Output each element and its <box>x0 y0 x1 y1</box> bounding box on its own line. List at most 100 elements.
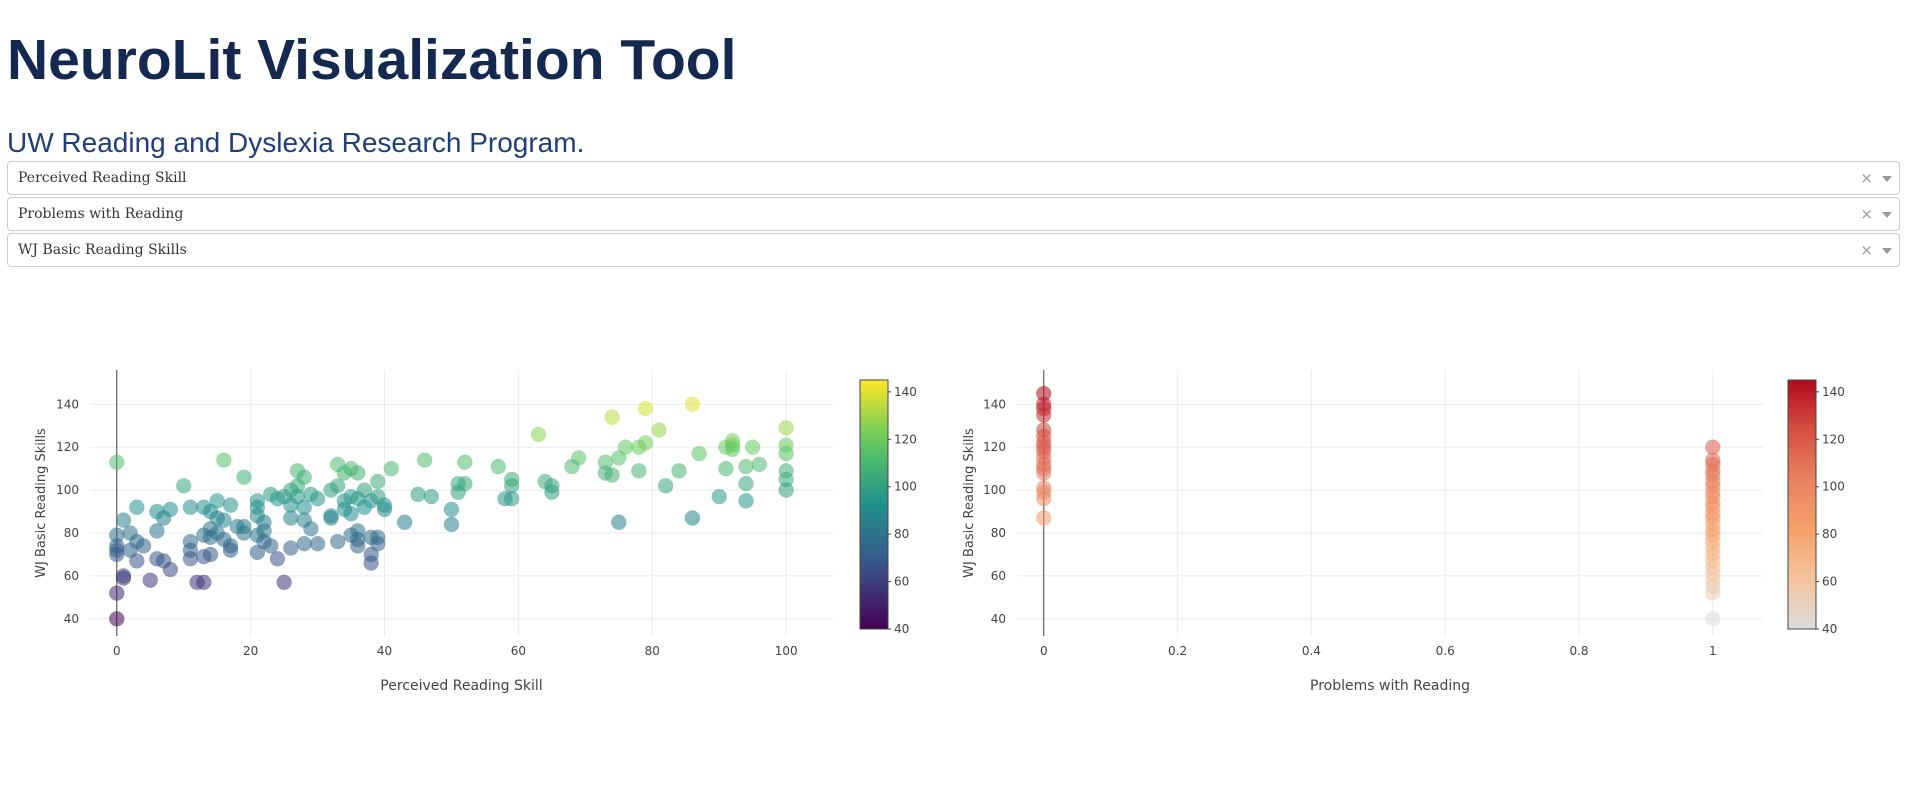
data-point[interactable] <box>1705 585 1721 601</box>
second-x-axis-dropdown[interactable]: Problems with Reading × <box>7 197 1900 231</box>
data-point[interactable] <box>718 460 734 477</box>
data-point[interactable] <box>376 501 393 518</box>
data-point[interactable] <box>1036 465 1052 481</box>
data-point[interactable] <box>309 490 326 507</box>
data-point[interactable] <box>296 536 312 552</box>
data-point[interactable] <box>1705 611 1721 627</box>
data-point[interactable] <box>109 585 125 601</box>
data-point[interactable] <box>109 611 125 627</box>
data-point[interactable] <box>410 486 426 503</box>
data-point[interactable] <box>544 484 560 501</box>
data-point[interactable] <box>604 409 620 425</box>
data-point[interactable] <box>684 396 701 413</box>
data-point[interactable] <box>1036 490 1052 507</box>
data-point[interactable] <box>778 482 794 498</box>
data-point[interactable] <box>778 420 794 436</box>
data-point[interactable] <box>637 435 654 451</box>
data-point[interactable] <box>637 400 654 417</box>
data-point[interactable] <box>423 488 440 505</box>
data-point[interactable] <box>196 574 212 591</box>
x-axis-dropdown[interactable]: Perceived Reading Skill × <box>7 161 1900 195</box>
data-point[interactable] <box>1036 510 1052 526</box>
data-point[interactable] <box>383 460 399 477</box>
data-point[interactable] <box>276 574 292 591</box>
data-point[interactable] <box>671 463 687 479</box>
data-point[interactable] <box>135 538 152 554</box>
scatter-plot-perceived-skill[interactable]: 0 20 40 60 80 100 40 60 80 100 120 140 Perceived Rea… <box>0 360 950 720</box>
clear-icon[interactable]: × <box>1860 241 1873 259</box>
data-point[interactable] <box>370 473 386 490</box>
data-point[interactable] <box>283 540 299 556</box>
data-point[interactable] <box>457 454 473 470</box>
data-point[interactable] <box>349 465 366 481</box>
data-point[interactable] <box>262 538 279 554</box>
data-point[interactable] <box>149 523 165 539</box>
data-point[interactable] <box>283 510 299 526</box>
data-point[interactable] <box>1036 407 1052 423</box>
data-point[interactable] <box>343 505 359 522</box>
data-point[interactable] <box>323 510 339 526</box>
data-point[interactable] <box>631 463 647 479</box>
data-point[interactable] <box>182 551 199 567</box>
data-point[interactable] <box>329 478 346 494</box>
data-point[interactable] <box>711 488 727 505</box>
data-point[interactable] <box>443 501 460 518</box>
data-point[interactable] <box>370 536 386 552</box>
data-point[interactable] <box>109 454 125 470</box>
data-point[interactable] <box>751 456 768 473</box>
data-point[interactable] <box>162 561 179 578</box>
data-point[interactable] <box>617 439 634 455</box>
data-point[interactable] <box>570 450 587 466</box>
data-point[interactable] <box>349 538 366 554</box>
data-point[interactable] <box>129 499 145 516</box>
data-point[interactable] <box>129 553 145 569</box>
data-point[interactable] <box>303 520 319 537</box>
data-point[interactable] <box>457 475 473 492</box>
data-point[interactable] <box>443 516 460 533</box>
data-point[interactable] <box>309 536 326 552</box>
data-point[interactable] <box>490 458 507 475</box>
data-point[interactable] <box>209 493 225 509</box>
data-point[interactable] <box>691 445 707 462</box>
data-point[interactable] <box>611 514 627 531</box>
data-point[interactable] <box>416 452 433 468</box>
data-point[interactable] <box>216 512 232 528</box>
data-point[interactable] <box>738 475 754 492</box>
data-point[interactable] <box>109 546 125 563</box>
data-point[interactable] <box>530 426 547 443</box>
data-point[interactable] <box>604 467 620 483</box>
clear-icon[interactable]: × <box>1860 169 1873 187</box>
data-point[interactable] <box>115 512 132 528</box>
data-point[interactable] <box>684 510 701 526</box>
data-point[interactable] <box>222 542 239 558</box>
data-point[interactable] <box>724 441 741 458</box>
data-point[interactable] <box>778 445 794 462</box>
clear-icon[interactable]: × <box>1860 205 1873 223</box>
data-point[interactable] <box>738 458 754 475</box>
data-point[interactable] <box>651 422 667 438</box>
data-point[interactable] <box>396 514 413 531</box>
data-point[interactable] <box>142 572 158 588</box>
y-axis-dropdown[interactable]: WJ Basic Reading Skills × <box>7 233 1900 267</box>
caret-down-icon[interactable] <box>1882 176 1892 182</box>
data-point[interactable] <box>744 439 761 455</box>
data-point[interactable] <box>738 493 754 509</box>
data-point[interactable] <box>182 499 199 516</box>
data-point[interactable] <box>115 570 132 586</box>
data-point[interactable] <box>202 546 219 563</box>
data-point[interactable] <box>222 497 239 513</box>
data-point[interactable] <box>657 478 674 494</box>
data-point[interactable] <box>296 469 312 486</box>
data-point[interactable] <box>216 452 232 468</box>
data-point[interactable] <box>175 478 192 494</box>
data-point[interactable] <box>329 533 346 550</box>
data-point[interactable] <box>236 469 252 486</box>
data-point[interactable] <box>363 555 379 571</box>
data-point[interactable] <box>162 501 179 518</box>
data-point[interactable] <box>236 525 252 541</box>
data-point[interactable] <box>269 551 286 567</box>
data-point[interactable] <box>503 490 520 507</box>
caret-down-icon[interactable] <box>1882 248 1892 254</box>
caret-down-icon[interactable] <box>1882 212 1892 218</box>
